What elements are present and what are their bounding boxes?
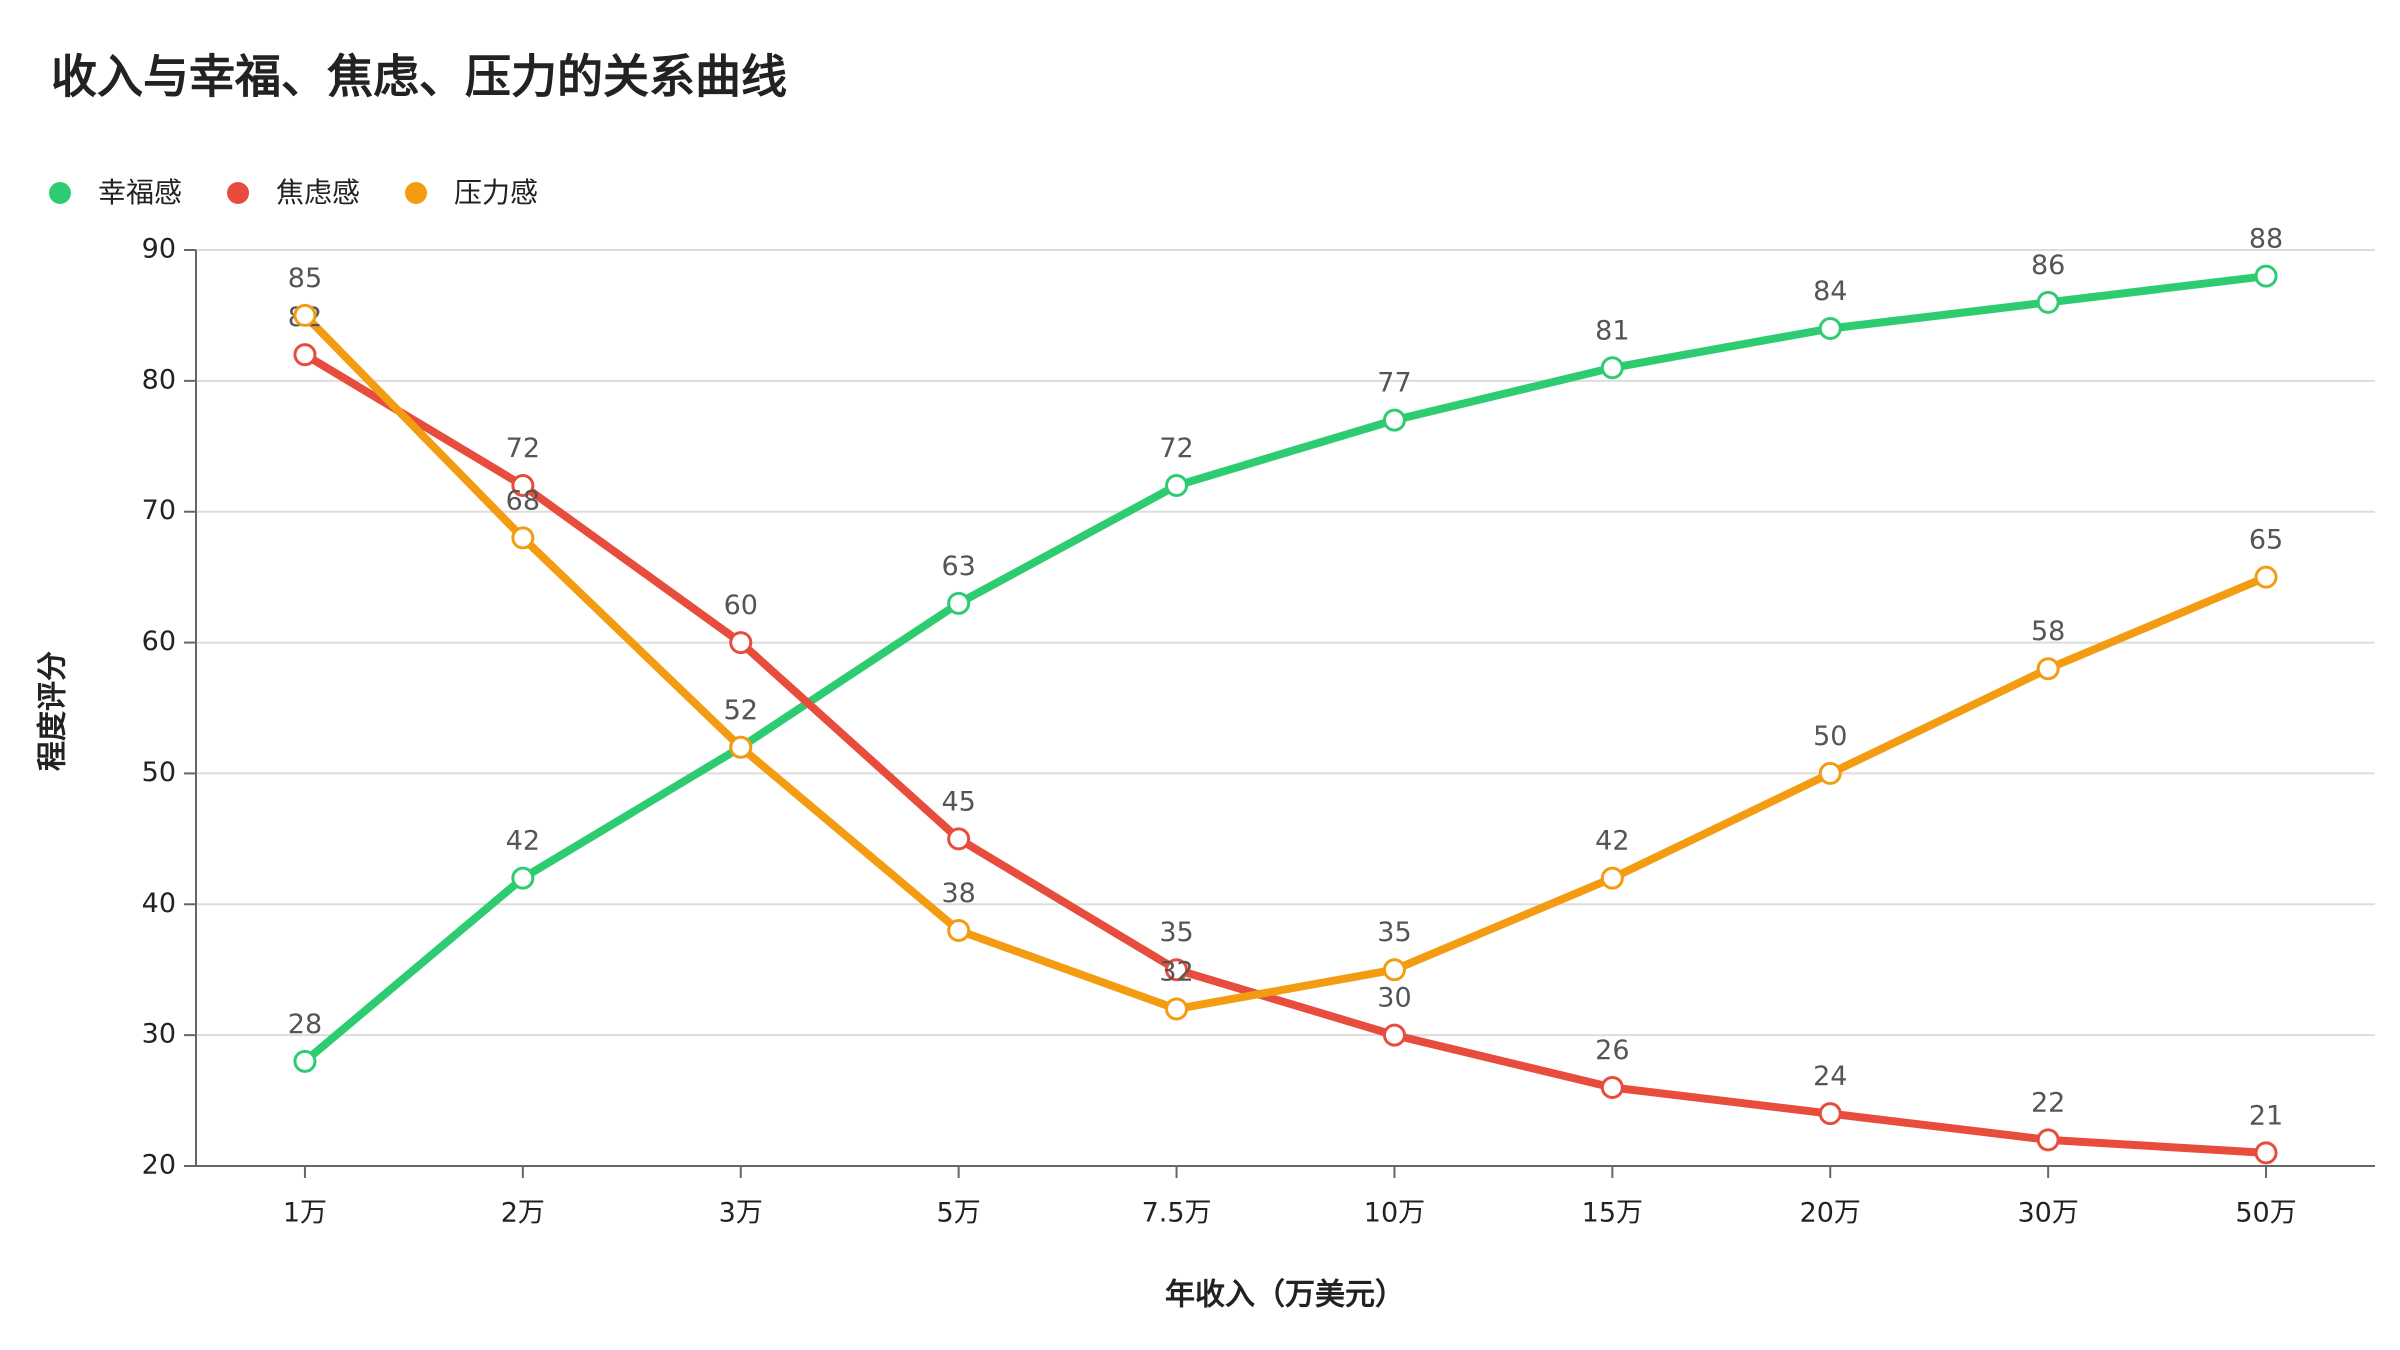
series-line <box>302 312 2268 1013</box>
point <box>2036 657 2060 681</box>
point <box>293 343 317 367</box>
point <box>1600 1075 1624 1099</box>
y-axis-label: 程度评分 <box>36 651 71 771</box>
point <box>511 866 535 890</box>
point <box>947 591 971 615</box>
data-label: 86 <box>2031 250 2065 281</box>
point <box>729 631 753 655</box>
y-tick-label: 50 <box>142 757 176 788</box>
data-label: 24 <box>1813 1061 1847 1092</box>
point <box>947 918 971 942</box>
y-tick-label: 60 <box>142 626 176 657</box>
data-label: 52 <box>724 695 758 726</box>
point <box>2254 264 2278 288</box>
x-tick-label: 15万 <box>1582 1198 1643 1229</box>
data-label: 30 <box>1377 983 1411 1014</box>
data-label: 77 <box>1377 368 1411 399</box>
point <box>2036 1128 2060 1152</box>
data-label: 63 <box>941 551 975 582</box>
legend-label: 压力感 <box>454 176 538 209</box>
data-label: 35 <box>1159 917 1193 948</box>
y-tick-label: 40 <box>142 888 176 919</box>
data-label: 68 <box>506 485 540 516</box>
point <box>2254 565 2278 589</box>
legend-label: 焦虑感 <box>276 176 360 209</box>
legend-label: 幸福感 <box>98 176 182 209</box>
legend-marker <box>405 182 428 204</box>
data-label: 85 <box>288 263 322 294</box>
point <box>947 827 971 851</box>
x-tick-label: 2万 <box>501 1198 545 1229</box>
data-label: 50 <box>1813 721 1847 752</box>
data-label: 84 <box>1813 276 1847 307</box>
point <box>1382 958 1406 982</box>
point <box>1818 317 1842 341</box>
data-label: 52 <box>724 695 758 726</box>
data-label: 26 <box>1595 1035 1629 1066</box>
data-label: 22 <box>2031 1087 2065 1118</box>
data-label: 58 <box>2031 616 2065 647</box>
x-tick-label: 10万 <box>1364 1198 1425 1229</box>
data-label: 42 <box>506 826 540 857</box>
data-label: 35 <box>1377 917 1411 948</box>
data-label: 32 <box>1159 956 1193 987</box>
y-tick-label: 80 <box>142 364 176 395</box>
data-label: 81 <box>1595 315 1629 346</box>
chart-title: 收入与幸福、焦虑、压力的关系曲线 <box>51 50 787 104</box>
point <box>1382 1023 1406 1047</box>
point <box>1818 761 1842 785</box>
data-label: 72 <box>1159 433 1193 464</box>
x-tick-label: 30万 <box>2017 1198 2078 1229</box>
y-tick-label: 30 <box>142 1019 176 1050</box>
y-tick-label: 20 <box>142 1150 176 1181</box>
series-line <box>302 272 2267 1065</box>
point <box>2036 290 2060 314</box>
point <box>1382 408 1406 432</box>
data-label: 65 <box>2249 525 2283 556</box>
x-tick-label: 20万 <box>1800 1198 1861 1229</box>
data-label: 28 <box>288 1009 322 1040</box>
point <box>729 735 753 759</box>
data-label: 45 <box>941 786 975 817</box>
data-label: 42 <box>1595 826 1629 857</box>
data-label: 21 <box>2249 1100 2283 1131</box>
x-axis-label: 年收入（万美元） <box>1165 1278 1405 1313</box>
point <box>293 303 317 327</box>
legend-marker <box>49 182 71 204</box>
data-label: 60 <box>724 590 758 621</box>
legend-marker <box>227 182 250 204</box>
point <box>511 474 535 498</box>
y-tick-label: 90 <box>142 234 176 265</box>
point <box>1165 958 1189 982</box>
data-label: 72 <box>506 433 540 464</box>
point <box>293 1049 317 1073</box>
x-tick-label: 50万 <box>2235 1198 2296 1229</box>
data-label: 38 <box>941 878 975 909</box>
point <box>511 526 535 550</box>
data-label: 88 <box>2249 224 2283 255</box>
point <box>1600 866 1624 890</box>
x-tick-label: 5万 <box>937 1198 981 1229</box>
point <box>1165 474 1189 498</box>
point <box>2254 1141 2278 1165</box>
y-tick-label: 70 <box>142 495 176 526</box>
point <box>1818 1102 1842 1126</box>
point <box>1600 356 1624 380</box>
point <box>1165 997 1189 1021</box>
x-tick-label: 7.5万 <box>1142 1198 1212 1229</box>
x-tick-label: 3万 <box>719 1198 763 1229</box>
series-line <box>302 351 2267 1157</box>
x-tick-label: 1万 <box>283 1198 327 1229</box>
